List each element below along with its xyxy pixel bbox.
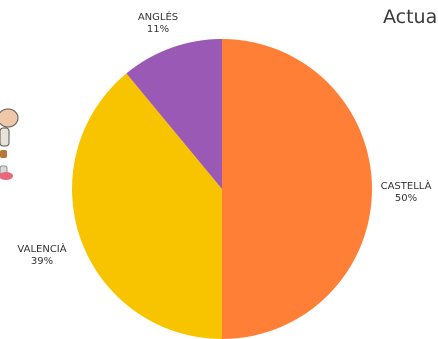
pie-slice-valencià [72,73,222,339]
pie-slice-anglés [126,39,222,189]
slice-label: ANGLÉS [138,10,178,23]
slice-percent-label: 39% [31,256,53,267]
page-title: Actua [383,6,438,28]
slice-percent-label: 11% [147,24,169,35]
slice-label: VALENCIÀ [17,242,66,255]
slice-percent-label: 50% [395,193,417,204]
pie-slice-castellà [222,39,372,339]
slice-label: CASTELLÀ [381,179,432,192]
child-illustration-icon [0,108,19,180]
